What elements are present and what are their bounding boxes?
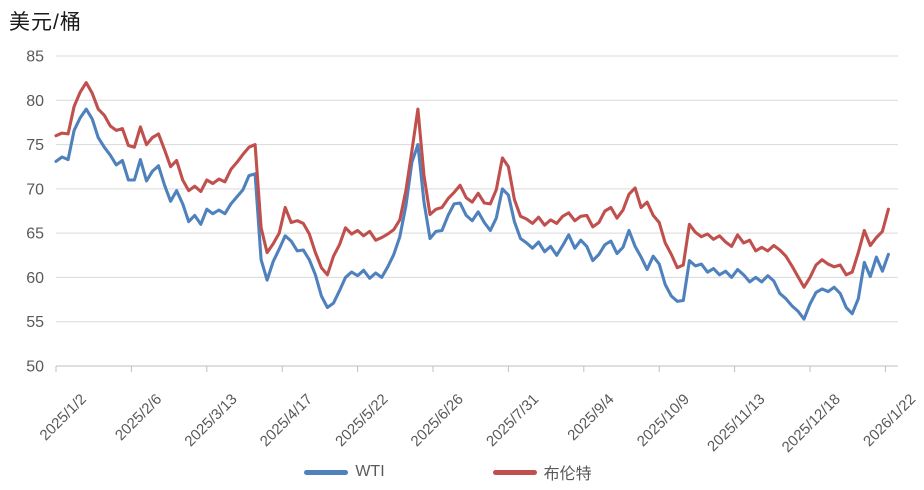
x-axis-tick-label: 2025/9/4 — [564, 391, 617, 444]
y-axis-tick-label: 55 — [26, 314, 44, 331]
chart-title: 美元/桶 — [9, 11, 82, 34]
x-axis-tick-label: 2025/1/2 — [37, 391, 90, 444]
x-axis-tick-label: 2025/11/13 — [704, 391, 768, 455]
y-axis-tick-label: 65 — [26, 226, 44, 243]
y-axis-tick-label: 50 — [26, 359, 44, 376]
x-axis-tick-label: 2025/4/17 — [257, 391, 316, 450]
x-axis-tick-label: 2025/6/26 — [408, 391, 467, 450]
legend-item-brent: 布伦特 — [492, 460, 592, 484]
x-axis-tick-label: 2025/10/9 — [634, 391, 693, 450]
legend-item-wti: WTI — [304, 463, 385, 481]
x-axis-tick-label: 2026/1/22 — [860, 391, 919, 450]
legend-label-brent: 布伦特 — [543, 466, 592, 483]
legend-label-wti: WTI — [355, 463, 385, 480]
y-axis-tick-label: 85 — [26, 49, 44, 66]
chart-legend: WTI 布伦特 — [0, 460, 896, 484]
series-line-brent — [54, 81, 890, 289]
series-line-wti — [54, 107, 890, 321]
x-axis-tick-label: 2025/5/22 — [332, 391, 391, 450]
wti-line-swatch-icon — [304, 469, 349, 475]
y-axis-tick-label: 80 — [26, 93, 44, 110]
x-axis-tick-label: 2025/3/13 — [181, 391, 240, 450]
y-axis-tick-label: 70 — [26, 181, 44, 198]
x-axis-tick-label: 2025/12/18 — [779, 391, 844, 456]
x-axis-tick-label: 2025/7/31 — [483, 391, 542, 450]
x-axis-tick-label: 2025/2/6 — [112, 391, 165, 444]
y-axis-tick-label: 60 — [26, 270, 44, 287]
brent-line-swatch-icon — [492, 469, 537, 475]
y-axis-tick-label: 75 — [26, 137, 44, 154]
